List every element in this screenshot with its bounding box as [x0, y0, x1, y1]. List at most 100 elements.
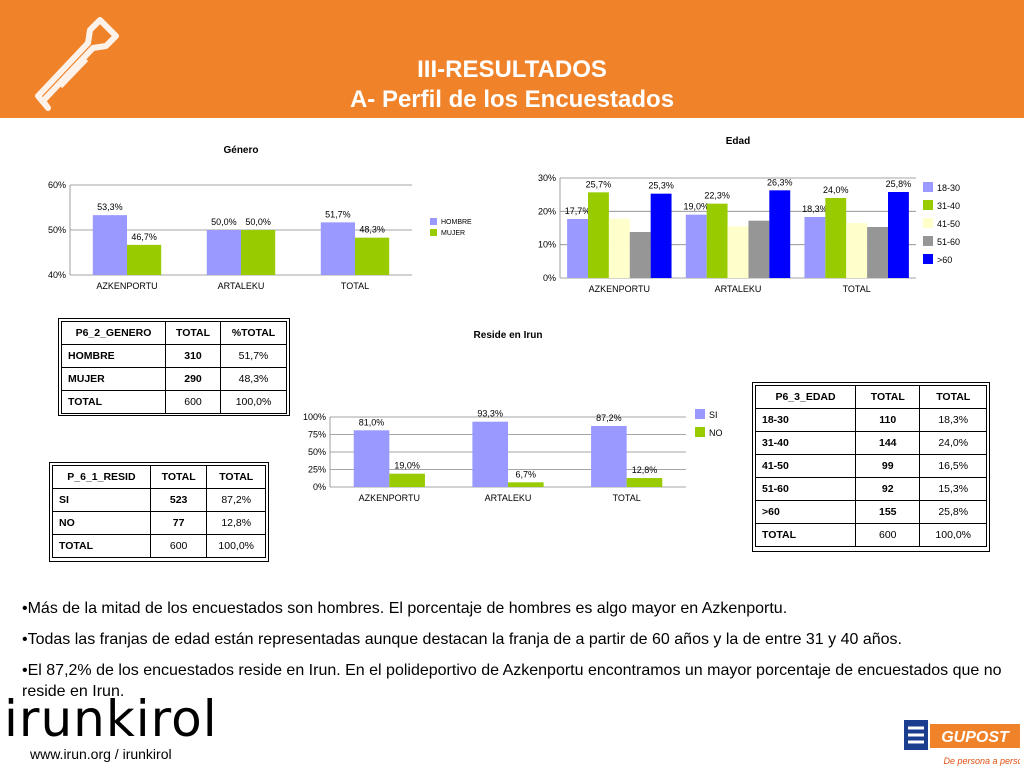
- bar: [748, 220, 770, 278]
- y-tick-label: 0%: [313, 482, 326, 492]
- x-tick-label: AZKENPORTU: [359, 493, 420, 503]
- footer-url: www.irun.org / irunkirol: [30, 746, 172, 762]
- bar: [626, 478, 663, 487]
- table-edad: P6_3_EDAD TOTAL TOTAL 18-30 110 18,3% 31…: [754, 385, 987, 547]
- x-tick-label: TOTAL: [341, 281, 369, 291]
- table-genero-wrap: P6_2_GENERO TOTAL %TOTAL HOMBRE 310 51,7…: [58, 318, 290, 416]
- bar: [127, 244, 162, 275]
- table-row: 18-30 110 18,3%: [754, 408, 987, 432]
- table-cell: 100,0%: [206, 534, 266, 558]
- data-label: 48,3%: [359, 225, 385, 235]
- legend-swatch: [695, 427, 705, 437]
- data-label: 18,3%: [802, 204, 828, 214]
- table-cell: HOMBRE: [61, 344, 166, 368]
- bar: [567, 219, 589, 278]
- legend-swatch: [923, 218, 933, 228]
- data-label: 93,3%: [477, 409, 503, 419]
- y-tick-label: 25%: [308, 465, 326, 475]
- bar: [629, 232, 651, 278]
- table-row: HOMBRE 310 51,7%: [61, 344, 287, 368]
- y-tick-label: 0%: [543, 273, 556, 283]
- table-cell: 92: [855, 477, 921, 501]
- table-resid: P_6_1_RESID TOTAL TOTAL SI 523 87,2% NO …: [52, 465, 266, 558]
- bar: [508, 482, 544, 487]
- table-cell: 87,2%: [206, 488, 266, 512]
- y-tick-label: 30%: [538, 173, 556, 183]
- table-cell: 100,0%: [919, 523, 987, 547]
- chart-svg: Género 40% 50% 60% AZKENPORTU 53,3% 46,7% ARTAL…: [48, 145, 472, 291]
- bar: [867, 227, 888, 278]
- table-cell: NO: [52, 511, 151, 535]
- table-cell: 18-30: [754, 408, 857, 432]
- table-cell: 48,3%: [220, 367, 287, 391]
- table-cell: 15,3%: [919, 477, 987, 501]
- data-label: 6,7%: [516, 469, 537, 479]
- bar: [355, 237, 390, 275]
- table-cell: TOTAL: [52, 534, 151, 558]
- y-tick-label: 50%: [48, 225, 66, 235]
- page-title: III-RESULTADOS: [417, 56, 607, 83]
- table-cell: 99: [855, 454, 921, 478]
- table-header-row: P6_3_EDAD TOTAL TOTAL: [754, 385, 987, 409]
- chart-reside: Reside en Irun 0% 25% 50% 75% 100% AZKENPORTU 8…: [290, 325, 730, 515]
- table-cell: 31-40: [754, 431, 857, 455]
- bar: [353, 430, 390, 487]
- chart-svg: Reside en Irun 0% 25% 50% 75% 100% AZKENPORTU 8…: [303, 330, 723, 503]
- table-row: >60 155 25,8%: [754, 500, 987, 524]
- bar: [241, 230, 276, 275]
- bar: [825, 198, 847, 278]
- data-label: 46,7%: [131, 232, 157, 242]
- gupost-logo: GUPOST De persona a persona: [904, 720, 1020, 766]
- legend-swatch: [430, 229, 437, 236]
- legend-label: 18-30: [937, 183, 960, 193]
- table-row: TOTAL 600 100,0%: [754, 523, 987, 547]
- page-subtitle: A- Perfil de los Encuestados: [349, 86, 675, 113]
- chart-svg: Edad 0% 10% 20% 30% AZKENPORTU 17,7% 25,7% 25,3%…: [538, 136, 960, 294]
- bar: [706, 203, 728, 278]
- table-cell: 77: [149, 511, 208, 535]
- x-tick-label: ARTALEKU: [485, 493, 532, 503]
- bar: [769, 190, 791, 278]
- table-header-cell: P6_2_GENERO: [61, 321, 166, 345]
- data-label: 50,0%: [211, 217, 237, 227]
- table-row: 51-60 92 15,3%: [754, 477, 987, 501]
- table-edad-wrap: P6_3_EDAD TOTAL TOTAL 18-30 110 18,3% 31…: [752, 382, 990, 552]
- table-row: 31-40 144 24,0%: [754, 431, 987, 455]
- table-cell: 600: [855, 523, 921, 547]
- y-tick-label: 50%: [308, 447, 326, 457]
- legend-swatch: [695, 409, 705, 419]
- data-label: 25,3%: [648, 181, 674, 191]
- x-tick-label: ARTALEKU: [218, 281, 265, 291]
- legend-label: HOMBRE: [441, 219, 472, 226]
- bar: [727, 226, 749, 278]
- bar: [650, 193, 672, 278]
- x-tick-label: TOTAL: [613, 493, 641, 503]
- table-row: SI 523 87,2%: [52, 488, 266, 512]
- table-cell: 600: [164, 390, 222, 414]
- legend-label: MUJER: [441, 230, 465, 237]
- bar: [389, 473, 425, 487]
- bar: [591, 425, 627, 487]
- table-cell: 51-60: [754, 477, 857, 501]
- legend-swatch: [923, 236, 933, 246]
- x-tick-label: AZKENPORTU: [96, 281, 157, 291]
- bar: [608, 218, 630, 278]
- table-header-cell: TOTAL: [164, 321, 222, 345]
- data-label: 53,3%: [97, 202, 123, 212]
- legend-label: 51-60: [937, 237, 960, 247]
- table-row: TOTAL 600 100,0%: [52, 534, 266, 558]
- table-cell: 100,0%: [220, 390, 287, 414]
- bullet-item: •El 87,2% de los encuestados reside en I…: [22, 662, 1002, 700]
- table-row: NO 77 12,8%: [52, 511, 266, 535]
- table-cell: 600: [149, 534, 208, 558]
- table-header-row: P_6_1_RESID TOTAL TOTAL: [52, 465, 266, 489]
- x-tick-label: TOTAL: [843, 284, 871, 294]
- legend-swatch: [923, 200, 933, 210]
- bar: [887, 192, 909, 278]
- chart-title: Edad: [726, 136, 750, 147]
- legend-label: 41-50: [937, 219, 960, 229]
- table-header-row: P6_2_GENERO TOTAL %TOTAL: [61, 321, 287, 345]
- table-cell: 290: [164, 367, 222, 391]
- table-cell: 18,3%: [919, 408, 987, 432]
- table-header-cell: TOTAL: [919, 385, 987, 409]
